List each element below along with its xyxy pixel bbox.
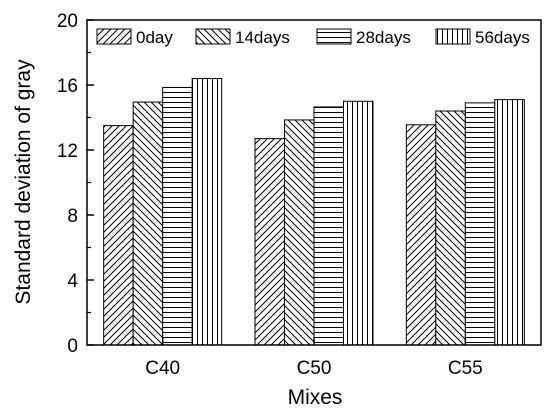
y-tick-label: 4: [67, 271, 78, 292]
legend-label-56days: 56days: [475, 28, 530, 47]
x-tick-label-c40: C40: [145, 358, 180, 379]
y-tick-label: 12: [57, 141, 78, 162]
y-axis-title: Standard deviation of gray: [12, 59, 35, 305]
x-tick-label-c50: C50: [297, 358, 332, 379]
legend-label-14days: 14days: [235, 28, 290, 47]
bar-c50-0day: [254, 138, 285, 346]
legend-swatch-14days: [195, 28, 231, 45]
legend-label-0day: 0day: [136, 28, 173, 47]
bar-c50-14days: [284, 119, 315, 346]
x-tick-label-c55: C55: [448, 358, 483, 379]
bar-c55-14days: [435, 110, 466, 346]
bars-group: [103, 78, 525, 346]
bar-c50-56days: [343, 100, 374, 346]
axes-group: 0 4 8 12 16 20 C40 C50 C55: [57, 11, 542, 379]
bar-c55-56days: [494, 99, 525, 346]
legend-label-28days: 28days: [356, 28, 411, 47]
bar-c40-14days: [132, 101, 164, 346]
bar-c50-28days: [313, 106, 344, 346]
y-tick-label: 20: [57, 11, 78, 32]
y-tick-label: 16: [57, 76, 78, 97]
y-tick-label: 8: [67, 206, 78, 227]
legend-swatch-56days: [435, 28, 471, 45]
bar-c40-28days: [162, 86, 193, 346]
bar-c40-0day: [103, 125, 134, 346]
legend-swatch-0day: [96, 28, 132, 45]
y-tick-label: 0: [67, 336, 78, 357]
legend-swatch-28days: [316, 28, 352, 45]
legend: 0day 14days 28days 56days: [96, 28, 530, 47]
x-axis-title: Mixes: [288, 386, 343, 409]
bar-c40-56days: [191, 78, 223, 346]
bar-c55-0day: [405, 124, 437, 346]
bar-c55-28days: [464, 102, 496, 346]
